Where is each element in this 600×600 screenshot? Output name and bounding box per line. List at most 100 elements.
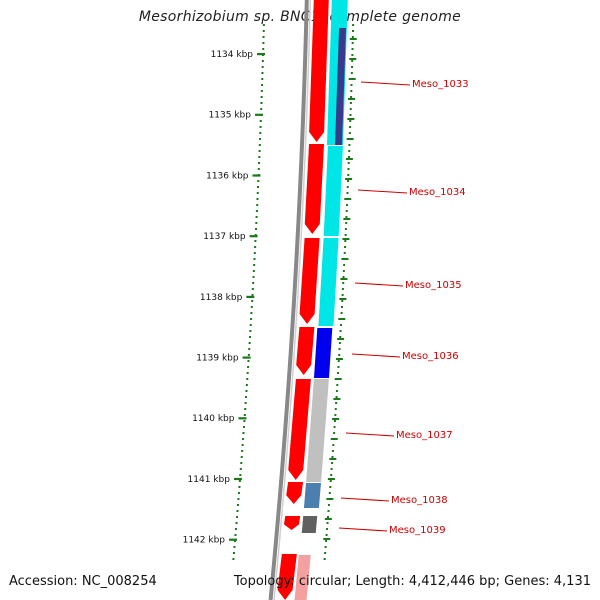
track-dot xyxy=(332,444,335,446)
ruler-dot xyxy=(258,150,261,152)
gene-label[interactable]: Meso_1038 xyxy=(391,495,448,506)
ruler-dot xyxy=(257,168,260,170)
ruler-tick-label: 1138 kbp xyxy=(200,293,243,303)
track-dot xyxy=(349,120,352,122)
ruler-dot xyxy=(240,462,243,464)
gene-label-line xyxy=(345,432,395,437)
track-dot xyxy=(325,540,328,542)
track-dash xyxy=(330,438,338,440)
track-dot xyxy=(340,312,343,314)
track-dash xyxy=(342,238,350,240)
ruler-dot xyxy=(241,450,244,452)
track-dot xyxy=(324,546,327,548)
ruler-dot xyxy=(254,240,257,242)
ruler-dot xyxy=(254,234,257,236)
track-dash xyxy=(337,338,345,340)
ruler-dot xyxy=(249,324,252,326)
track-dot xyxy=(342,276,345,278)
track-dot xyxy=(346,186,349,188)
ruler-dot xyxy=(259,138,262,140)
gene-label-line xyxy=(360,81,411,86)
track-dot xyxy=(333,420,336,422)
gene-label-line xyxy=(351,353,401,358)
track-dot xyxy=(351,54,354,56)
ruler-dot xyxy=(262,42,265,44)
ruler-tick xyxy=(254,113,263,116)
track-dash xyxy=(335,358,343,360)
backbone-highlight xyxy=(273,0,312,600)
gene-box-meso-1039 xyxy=(301,516,318,533)
ruler-dot xyxy=(253,258,256,260)
track-dot xyxy=(342,282,345,284)
forward-cds-arrow xyxy=(288,379,311,480)
track-dash xyxy=(341,258,349,260)
track-dot xyxy=(338,348,341,350)
gene-label[interactable]: Meso_1034 xyxy=(409,187,466,198)
ruler-dot xyxy=(261,78,264,80)
ruler-dot xyxy=(253,252,256,254)
track-dot xyxy=(323,558,326,560)
forward-cds-track xyxy=(277,0,329,600)
ruler-dot xyxy=(235,516,238,518)
ruler-dot xyxy=(239,474,242,476)
track-dot xyxy=(341,294,344,296)
track-dot xyxy=(335,396,338,398)
ruler-tick xyxy=(229,538,238,541)
ruler-dot xyxy=(255,210,258,212)
ruler-dot xyxy=(248,348,251,350)
track-dot xyxy=(326,528,329,530)
track-dot xyxy=(351,60,354,62)
ruler-tick xyxy=(238,417,247,420)
track-dash xyxy=(326,498,334,500)
ruler-tick-label: 1140 kbp xyxy=(192,414,235,424)
ruler-dot xyxy=(236,510,239,512)
gene-label[interactable]: Meso_1037 xyxy=(396,430,453,441)
gene-box-meso-1038 xyxy=(303,483,322,508)
gene-label[interactable]: Meso_1039 xyxy=(389,525,446,536)
ruler-dot xyxy=(260,108,263,110)
ruler-dot xyxy=(236,504,239,506)
ruler-dot xyxy=(260,90,263,92)
track-dot xyxy=(337,372,340,374)
ruler-ticks: 1134 kbp 1135 kbp 1136 kbp 1137 kbp 1138 kbp… xyxy=(183,50,266,546)
track-dash xyxy=(329,458,337,460)
track-dot xyxy=(349,102,352,104)
ruler-tick xyxy=(242,356,251,359)
track-dash xyxy=(349,58,357,60)
gene-label[interactable]: Meso_1033 xyxy=(412,79,469,90)
gene-label[interactable]: Meso_1035 xyxy=(405,280,462,291)
ruler-dot xyxy=(247,366,250,368)
ruler-dot xyxy=(239,468,242,470)
ruler-dot xyxy=(259,126,262,128)
ruler-dot xyxy=(247,360,250,362)
ruler-dot xyxy=(256,204,259,206)
ruler-dot xyxy=(257,180,260,182)
ruler-dot xyxy=(245,396,248,398)
track-dash xyxy=(344,198,352,200)
ruler-dot xyxy=(260,102,263,104)
ruler-dot xyxy=(262,48,265,50)
ruler-dot xyxy=(238,486,241,488)
ruler-dot xyxy=(262,24,265,26)
track-dash xyxy=(332,418,340,420)
ruler-dot xyxy=(247,354,250,356)
ruler-dot xyxy=(262,36,265,38)
track-dot xyxy=(352,30,354,32)
ruler-tick-label: 1141 kbp xyxy=(188,475,231,485)
ruler-tick xyxy=(257,53,266,56)
track-dot xyxy=(341,300,344,302)
track-dash xyxy=(343,218,351,220)
track-dot xyxy=(326,516,329,518)
forward-cds-arrow xyxy=(277,554,297,600)
track-dot xyxy=(351,66,354,68)
track-dot xyxy=(350,96,353,98)
gene-label[interactable]: Meso_1036 xyxy=(402,351,459,362)
gene-box-meso-1035 xyxy=(318,238,339,326)
track-dot xyxy=(326,522,329,524)
track-dot xyxy=(348,144,351,146)
track-dot xyxy=(338,354,341,356)
ruler-dot xyxy=(246,378,249,380)
track-dot xyxy=(345,210,348,212)
forward-cds-arrow xyxy=(286,482,304,504)
ruler-tick-label: 1142 kbp xyxy=(183,536,226,546)
